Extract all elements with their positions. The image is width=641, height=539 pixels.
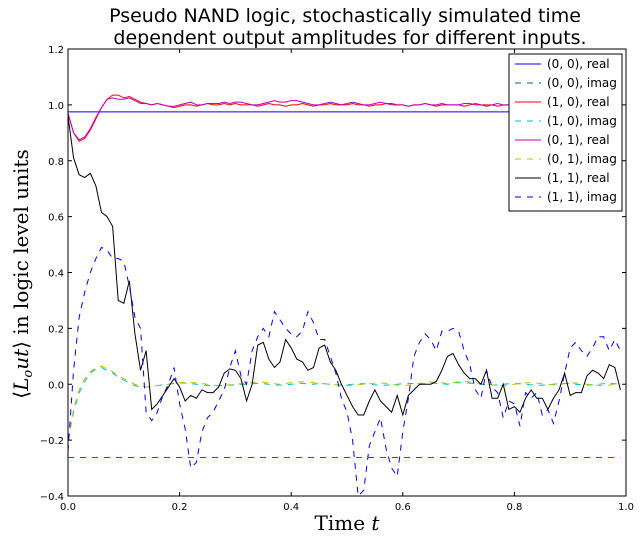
y-tick-label: 0.8 bbox=[48, 157, 64, 168]
series-line-7 bbox=[68, 115, 621, 417]
y-axis-label: ⟨Lout⟩ in logic level units bbox=[9, 149, 36, 398]
y-tick-label: −0.4 bbox=[40, 492, 64, 503]
y-tick-label: 1.0 bbox=[48, 101, 64, 112]
legend-label-6: (0, 1), imag bbox=[547, 152, 617, 166]
legend-label-7: (1, 1), real bbox=[547, 171, 610, 185]
x-axis-label: Time t bbox=[315, 511, 381, 535]
series-line-8 bbox=[68, 246, 621, 496]
chart-title-line-2: dependent output amplitudes for differen… bbox=[113, 27, 586, 49]
x-tick-label: 1.0 bbox=[618, 502, 634, 513]
legend-label-3: (1, 0), real bbox=[547, 95, 610, 109]
legend-label-4: (1, 0), imag bbox=[547, 114, 617, 128]
x-tick-label: 0.0 bbox=[60, 502, 76, 513]
y-tick-label: −0.2 bbox=[40, 436, 64, 447]
y-tick-label: 0.2 bbox=[48, 324, 64, 335]
legend: (0, 0), real (0, 0), imag (1, 0), real (1, … bbox=[508, 53, 623, 212]
y-tick-label: 0.0 bbox=[48, 380, 64, 391]
y-tick-label: 0.6 bbox=[48, 213, 64, 224]
x-tick-label: 0.6 bbox=[395, 502, 411, 513]
x-tick-label: 0.8 bbox=[506, 502, 522, 513]
legend-label-8: (1, 1), imag bbox=[547, 190, 617, 204]
legend-label-5: (0, 1), real bbox=[547, 133, 610, 147]
x-tick-label: 0.4 bbox=[283, 502, 299, 513]
tick-layer: 0.0 0.2 0.4 0.6 0.8 1.0 −0.4 −0.2 0.0 0.2 0.4 0.6 0.… bbox=[40, 45, 634, 513]
legend-label-2: (0, 0), imag bbox=[547, 76, 617, 90]
y-tick-label: 0.4 bbox=[48, 269, 64, 280]
y-tick-label: 1.2 bbox=[48, 45, 64, 56]
chart-title-line-1: Pseudo NAND logic, stochastically simula… bbox=[109, 5, 581, 27]
series-line-6 bbox=[68, 365, 621, 441]
legend-label-1: (0, 0), real bbox=[547, 57, 610, 71]
x-tick-label: 0.2 bbox=[172, 502, 188, 513]
legend-box bbox=[508, 53, 623, 212]
